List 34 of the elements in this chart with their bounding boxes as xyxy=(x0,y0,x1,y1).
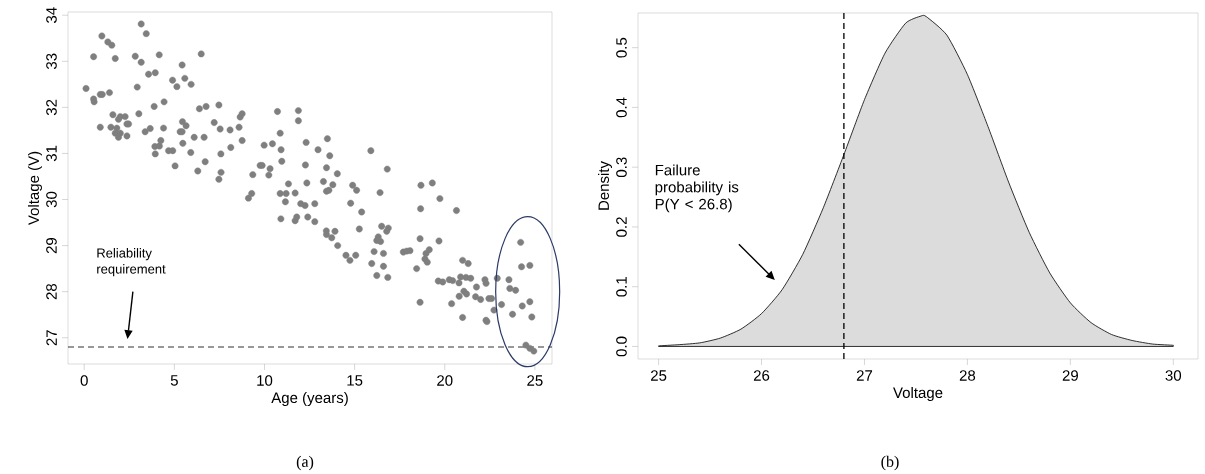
x-axis-title: Voltage xyxy=(893,387,943,401)
y-tick-label: 0.4 xyxy=(616,97,627,118)
y-tick-label: 28 xyxy=(46,283,57,300)
x-tick-label: 0 xyxy=(80,375,88,386)
y-tick-label: 34 xyxy=(46,7,57,23)
y-tick-label: 0.3 xyxy=(616,157,627,178)
text: (a) xyxy=(296,455,314,471)
x-tick-label: 15 xyxy=(347,375,363,386)
x-tick-label: 20 xyxy=(437,375,453,386)
x-tick-label: 10 xyxy=(257,375,273,386)
y-tick-label: 33 xyxy=(46,53,57,70)
annotation: Reliability requirement xyxy=(97,248,166,277)
y-tick-label: 0.5 xyxy=(616,37,627,58)
y-tick-label: 0.1 xyxy=(616,277,627,297)
x-tick-label: 5 xyxy=(170,375,178,386)
annotation: Failure probability is P(Y < 26.8) xyxy=(655,164,739,213)
y-tick-label: 30 xyxy=(46,191,57,208)
x-tick-label: 28 xyxy=(959,370,976,381)
y-tick-label: 29 xyxy=(46,237,57,254)
y-tick-label: 32 xyxy=(46,99,57,116)
y-axis-title: Voltage (V) xyxy=(28,151,42,226)
y-tick-label: 27 xyxy=(46,330,57,346)
x-axis-title: Age (years) xyxy=(271,392,348,406)
y-axis-title: Density xyxy=(598,161,612,210)
x-tick-label: 29 xyxy=(1062,370,1078,381)
x-tick-label: 30 xyxy=(1165,370,1182,381)
y-tick-label: 0.0 xyxy=(616,336,627,357)
text: (b) xyxy=(881,455,899,471)
x-tick-label: 25 xyxy=(651,370,667,381)
x-tick-label: 25 xyxy=(527,375,543,386)
x-tick-label: 26 xyxy=(753,370,770,381)
y-tick-label: 0.2 xyxy=(616,217,627,237)
x-tick-label: 27 xyxy=(856,370,873,381)
y-tick-label: 31 xyxy=(46,145,57,162)
